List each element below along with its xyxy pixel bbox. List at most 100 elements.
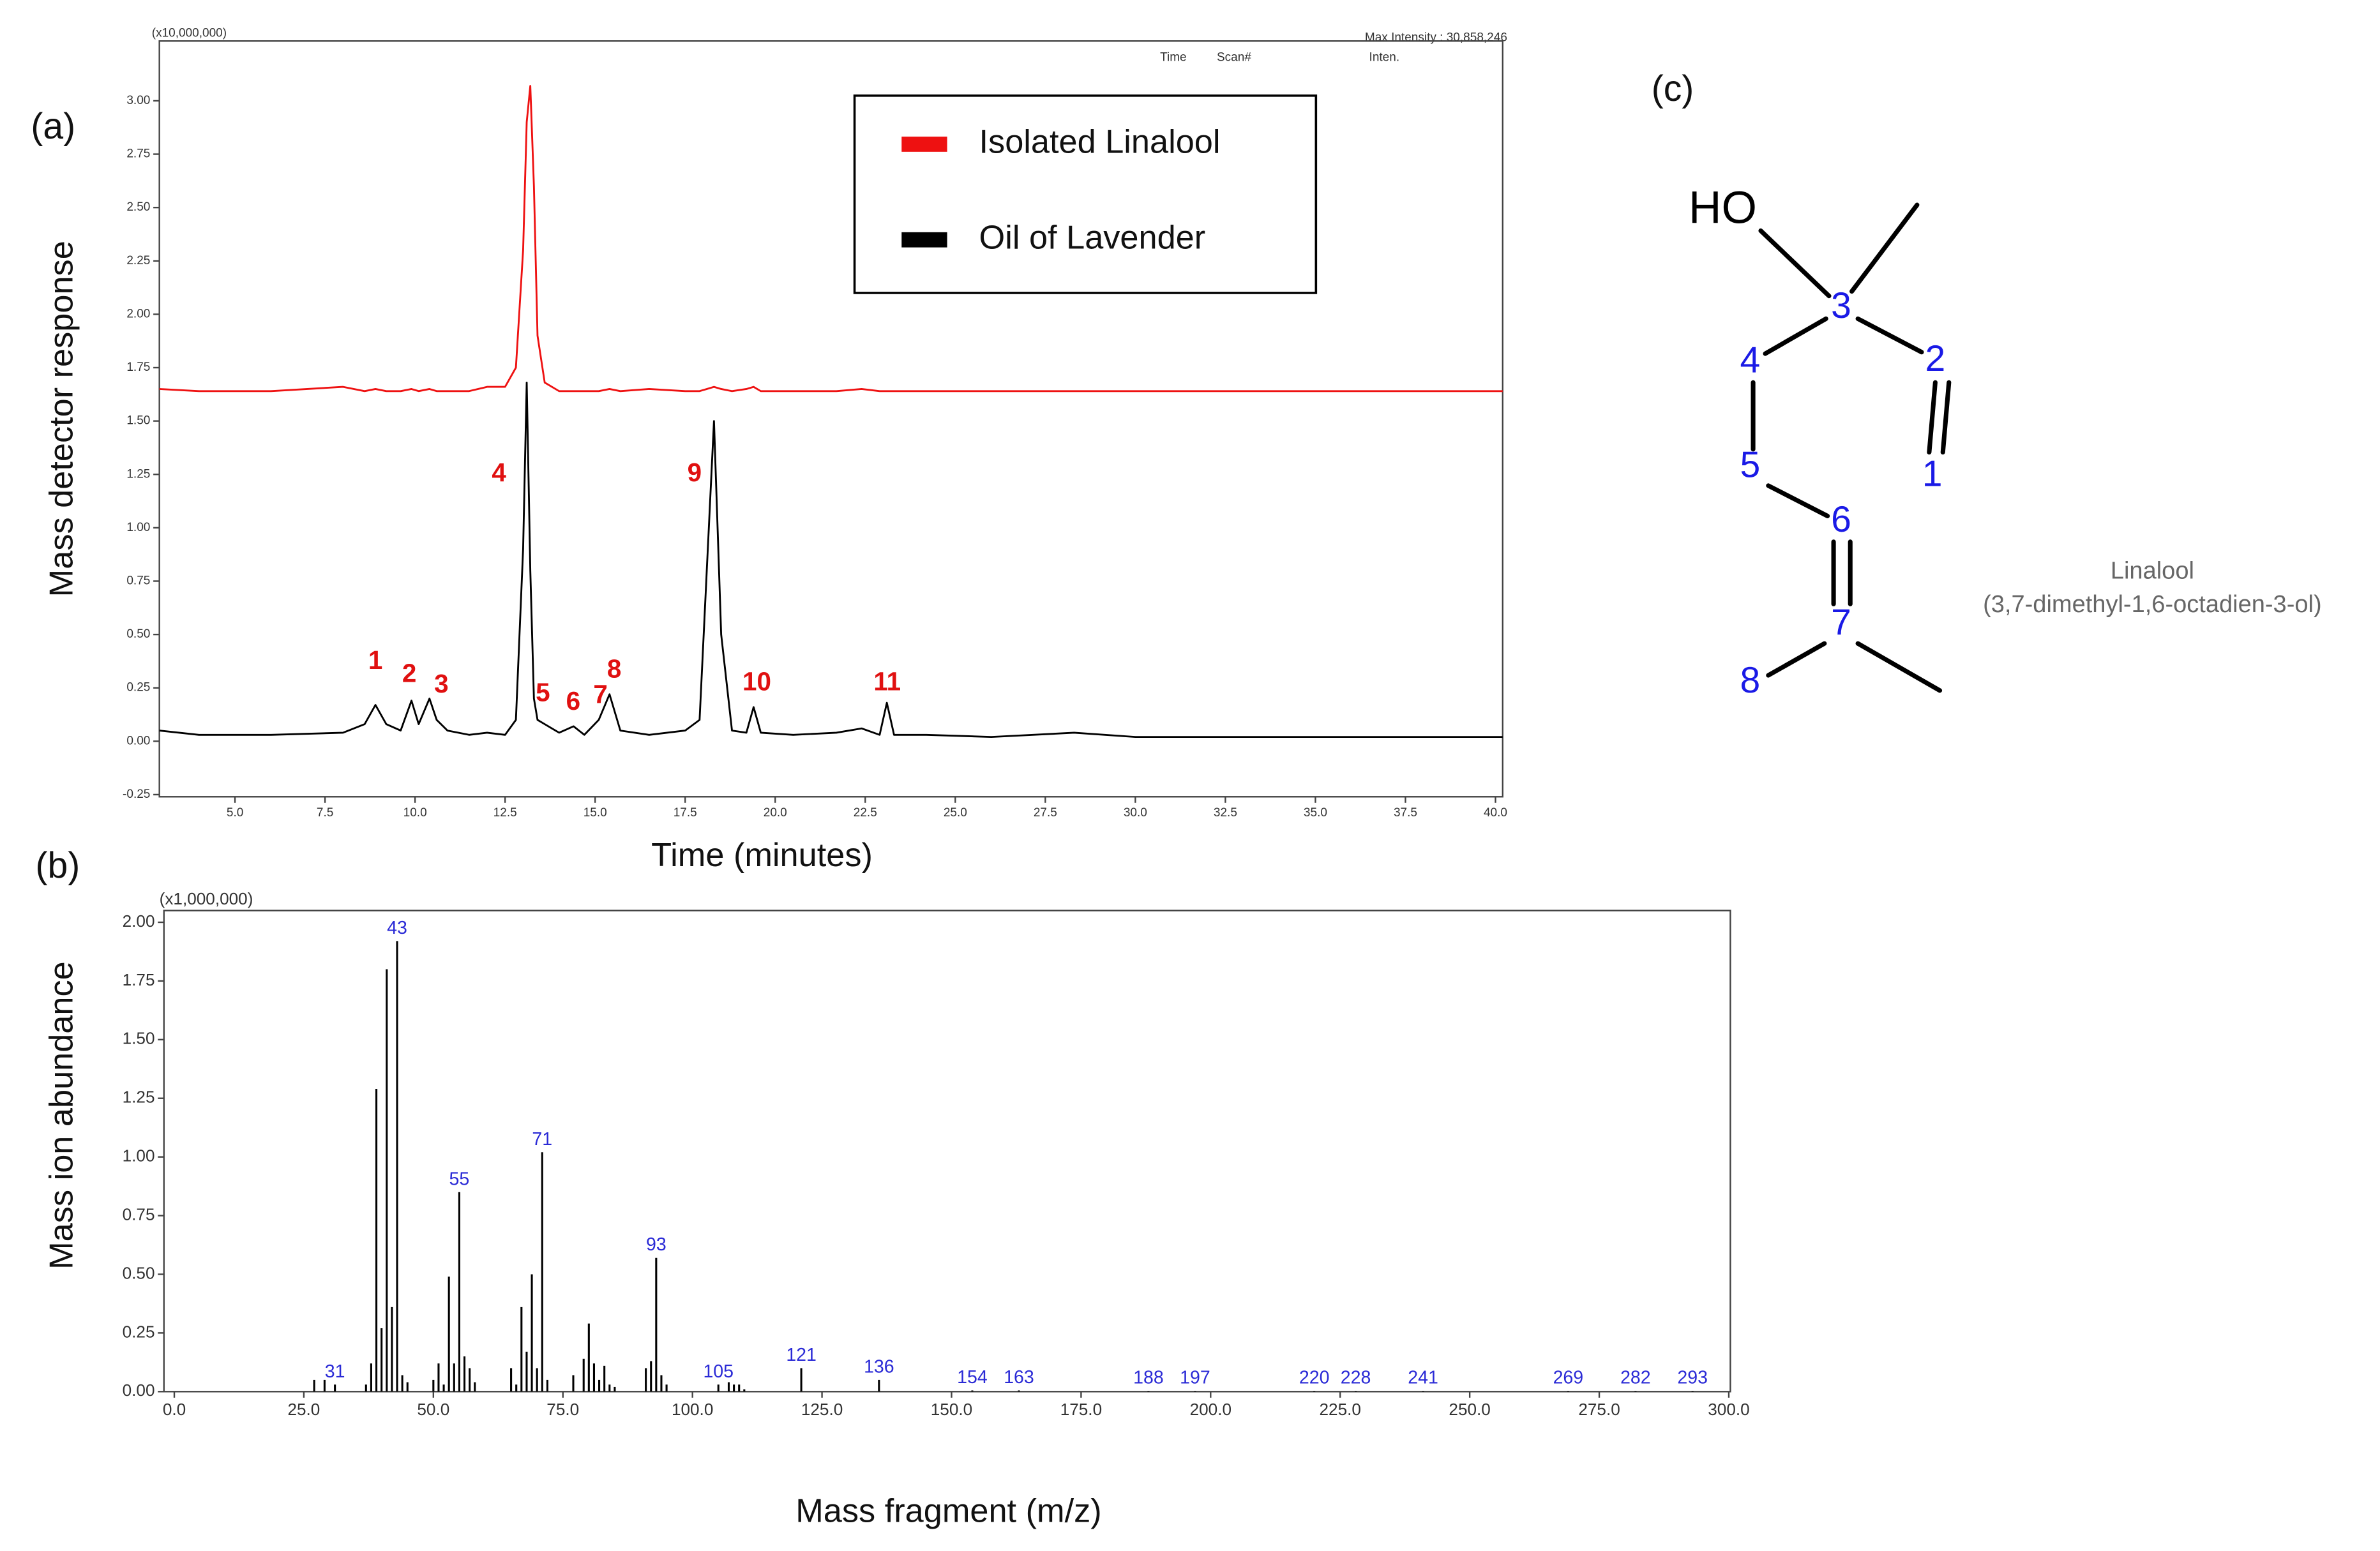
atom-label: 4: [1740, 340, 1760, 380]
atom-label: 1: [1922, 454, 1943, 495]
x-tick-label: 15.0: [584, 806, 607, 820]
y-tick-label: 1.00: [123, 1146, 155, 1165]
x-tick-label: 25.0: [287, 1400, 320, 1419]
series-line: [159, 85, 1503, 393]
legend-label: Oil of Lavender: [979, 220, 1206, 257]
atom-label: 7: [1831, 603, 1851, 643]
bond: [1927, 380, 1938, 455]
bond: [1763, 316, 1828, 356]
atom-label: 3: [1831, 285, 1851, 326]
y-tick-label: 1.75: [126, 361, 150, 374]
y-tick-label: 2.50: [126, 200, 150, 214]
y-tick-label: 1.25: [123, 1088, 155, 1107]
atom-label: 2: [1925, 338, 1946, 379]
x-tick-label: 17.5: [674, 806, 697, 820]
peak-label: 55: [449, 1169, 470, 1189]
x-tick-label: 50.0: [417, 1400, 449, 1419]
x-tick-label: 175.0: [1060, 1400, 1102, 1419]
x-tick-label: 150.0: [931, 1400, 972, 1419]
y-tick-label: 0.50: [123, 1263, 155, 1282]
y-tick-label: 1.50: [126, 414, 150, 428]
x-tick-label: 10.0: [403, 806, 427, 820]
x-axis-label: Time (minutes): [651, 837, 873, 874]
peak-label: 1: [368, 645, 382, 675]
legend-label: Isolated Linalool: [979, 124, 1221, 161]
bond: [1758, 228, 1832, 299]
x-tick-label: 27.5: [1034, 806, 1057, 820]
y-tick-label: 1.00: [126, 521, 150, 534]
x-tick-label: 75.0: [546, 1400, 579, 1419]
peak-label: 4: [492, 458, 506, 487]
peak-label: 10: [742, 667, 771, 696]
atom-label: 5: [1740, 444, 1760, 485]
x-tick-label: 250.0: [1449, 1400, 1490, 1419]
peak-label: 5: [536, 677, 550, 707]
y-tick-label: 0.00: [123, 1381, 155, 1400]
y-tick-label: -0.25: [123, 788, 150, 801]
x-tick-label: 225.0: [1320, 1400, 1361, 1419]
y-tick-label: 0.75: [126, 574, 150, 588]
compound-name: Linalool: [2111, 557, 2194, 584]
plot-frame: [163, 910, 1731, 1393]
chart-panel: -0.25 0.00 0.25 0.50 0.75 1.00 1.25 1.50 1.75 2.0…: [123, 40, 1507, 820]
max-intensity: Max Intensity : 30,858,246: [1365, 31, 1507, 45]
peak-label: 163: [1004, 1367, 1034, 1388]
compound-iupac: (3,7-dimethyl-1,6-octadien-3-ol): [1983, 591, 2322, 618]
y-tick-label: 2.75: [126, 147, 150, 161]
peak-label: 293: [1677, 1368, 1708, 1388]
x-tick-label: 40.0: [1484, 806, 1507, 820]
y-tick-label: 1.25: [126, 467, 150, 481]
x-tick-label: 0.0: [163, 1400, 186, 1419]
x-tick-label: 25.0: [944, 806, 967, 820]
peak-label: 7: [593, 680, 607, 709]
chart-panel: 0.00 0.25 0.50 0.75 1.00 1.25 1.50 1.75 2.00 0.0 2…: [123, 910, 1750, 1419]
peak-label: 9: [688, 458, 702, 487]
bond: [1855, 641, 1943, 693]
peak-label: 282: [1620, 1368, 1651, 1388]
y-axis-label: Mass ion abundance: [43, 961, 80, 1270]
peak-label: 154: [957, 1367, 988, 1388]
bond: [1766, 641, 1827, 678]
plot-frame: [158, 40, 1503, 798]
x-tick-label: 100.0: [672, 1400, 713, 1419]
x-tick-label: 35.0: [1304, 806, 1327, 820]
bond: [1849, 202, 1920, 294]
y-tick-label: 0.75: [123, 1204, 155, 1224]
peak-label: 188: [1133, 1368, 1164, 1388]
y-tick-label: 0.25: [123, 1322, 155, 1341]
peak-label: 269: [1553, 1368, 1584, 1388]
column-header: Scan#: [1217, 50, 1251, 64]
panel-label: (b): [35, 845, 80, 886]
structure: (c) HO 3 2 1 4 5 6 7 8 Linalool (3,7-dim…: [1652, 68, 2322, 701]
x-tick-label: 20.0: [764, 806, 787, 820]
legend-swatch: [901, 137, 947, 152]
peak-label: 121: [786, 1345, 817, 1365]
y-tick-label: 2.00: [123, 911, 155, 931]
y-tick-label: 1.75: [123, 970, 155, 989]
bond: [1940, 380, 1952, 455]
peak-label: 197: [1180, 1368, 1210, 1388]
peak-label: 8: [607, 654, 621, 684]
y-tick-label: 1.50: [123, 1029, 155, 1048]
column-header: Inten.: [1369, 50, 1400, 64]
series-line: [159, 381, 1503, 738]
x-tick-label: 5.0: [227, 806, 243, 820]
panel-label: (a): [31, 106, 75, 147]
atom-label: HO: [1689, 182, 1757, 233]
scale-label: (x1,000,000): [160, 889, 253, 908]
peak-label: 6: [566, 686, 580, 716]
x-tick-label: 125.0: [801, 1400, 843, 1419]
column-header: Time: [1160, 50, 1187, 64]
x-tick-label: 30.0: [1124, 806, 1147, 820]
peak-label: 11: [873, 667, 901, 696]
peak-label: 93: [646, 1234, 667, 1255]
x-tick-label: 7.5: [317, 806, 333, 820]
y-tick-label: 0.25: [126, 681, 150, 694]
peak-label: 228: [1341, 1368, 1371, 1388]
scale-label: (x10,000,000): [152, 26, 227, 40]
x-tick-label: 300.0: [1708, 1400, 1749, 1419]
x-tick-label: 12.5: [493, 806, 517, 820]
peak-label: 2: [402, 658, 416, 687]
